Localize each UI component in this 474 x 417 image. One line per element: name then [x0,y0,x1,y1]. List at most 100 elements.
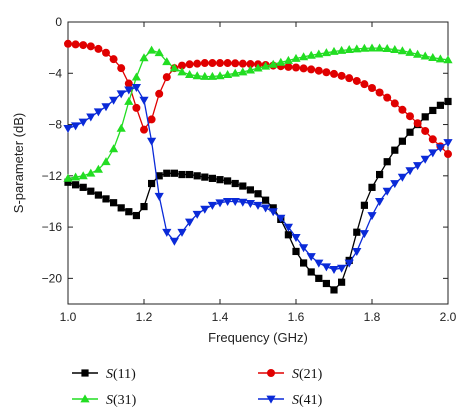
series-s41 [63,83,453,274]
data-point-s41 [405,167,415,176]
data-point-s41 [352,248,362,257]
data-point-s21 [178,61,186,70]
data-point-s41 [276,214,286,223]
data-point-s41 [435,144,445,153]
axis-ticks: 1.0 1.2 1.4 1.6 1.8 2.0 0 −4 −8 −12 −16 −20 [42,15,457,324]
data-point-s41 [185,218,195,227]
data-point-s11 [155,172,163,180]
data-point-s21 [238,59,247,68]
legend-item-s31: S(31) [72,393,137,408]
legend-item-s21: S(21) [258,367,323,382]
y-tick-label: −8 [48,118,62,132]
data-point-s41 [375,198,385,207]
x-tick-label: 1.0 [60,310,77,324]
data-point-s21 [79,41,88,50]
data-point-s41 [329,265,339,274]
series-s31 [63,43,453,182]
legend-item-s41: S(41) [258,393,323,408]
data-point-s31 [169,63,179,72]
data-point-s21 [132,103,141,112]
legend: S(11) S(21) S(31) S(41) [72,367,323,408]
data-point-s11 [148,179,156,188]
y-tick-label: −20 [42,271,63,285]
data-point-s31 [185,69,195,78]
data-point-s11 [322,279,330,288]
data-point-s41 [382,187,392,196]
plot-frame [67,21,449,305]
data-point-s11 [94,191,102,199]
data-point-s41 [169,237,179,246]
data-point-s11 [72,181,80,189]
data-point-s41 [261,204,271,213]
data-point-s41 [223,198,233,207]
data-point-s41 [268,208,278,217]
data-point-s41 [162,228,172,237]
legend-marker-s41 [266,395,276,404]
data-point-s11 [292,247,300,256]
data-point-s31 [352,44,362,53]
data-point-s21 [208,59,217,68]
data-point-s31 [116,123,126,132]
data-point-s41 [154,192,164,201]
data-point-s31 [299,52,309,61]
data-point-s11 [300,259,308,267]
data-point-s11 [421,113,429,121]
data-point-s11 [398,137,406,145]
data-point-s31 [435,54,445,63]
data-point-s41 [207,201,217,210]
data-point-s31 [405,47,415,56]
data-point-s31 [344,44,354,53]
data-point-s21 [216,59,224,68]
data-point-s31 [443,55,453,64]
data-point-s41 [299,244,309,253]
data-point-s11 [125,208,133,216]
data-point-s21 [314,66,323,75]
legend-label-s21: S(21) [292,367,323,382]
data-point-s31 [314,49,324,58]
data-point-s11 [216,176,224,184]
data-point-s11 [360,201,368,209]
data-point-s21 [345,74,354,83]
data-point-s41 [177,228,187,237]
data-point-s31 [78,171,88,180]
data-point-s11 [284,231,292,239]
data-point-s11 [170,169,178,177]
legend-marker-s11 [81,369,89,377]
data-point-s21 [444,150,452,159]
data-point-s21 [64,39,72,48]
data-point-s11 [429,106,437,115]
x-tick-label: 1.2 [136,310,153,324]
data-point-s41 [238,198,248,207]
data-point-s11 [269,204,277,212]
data-point-s21 [117,64,126,73]
data-point-s41 [131,83,141,92]
data-point-s11 [224,177,232,185]
data-point-s21 [375,88,384,97]
data-point-s21 [284,62,293,71]
data-point-s41 [367,212,377,221]
legend-label-s31: S(31) [106,393,137,408]
data-point-s31 [200,71,210,80]
data-point-s11 [132,211,140,220]
data-point-s21 [185,60,194,69]
data-point-s31 [375,43,385,52]
data-point-s41 [78,118,88,127]
data-point-s41 [93,108,103,117]
data-point-s31 [428,53,438,62]
data-point-s11 [140,202,148,211]
data-point-s21 [147,115,156,124]
data-point-s21 [124,79,133,88]
x-tick-label: 1.8 [364,310,381,324]
data-point-s31 [215,71,225,80]
data-point-s21 [231,59,240,68]
data-point-s31 [86,168,96,177]
data-point-s11 [201,173,209,181]
data-point-s21 [155,89,164,98]
data-point-s21 [322,68,331,77]
data-point-s31 [109,144,119,153]
series-s11 [64,97,452,294]
data-point-s31 [413,49,423,58]
data-point-s21 [390,99,399,108]
data-point-s11 [64,178,72,186]
data-point-s11 [178,170,186,179]
